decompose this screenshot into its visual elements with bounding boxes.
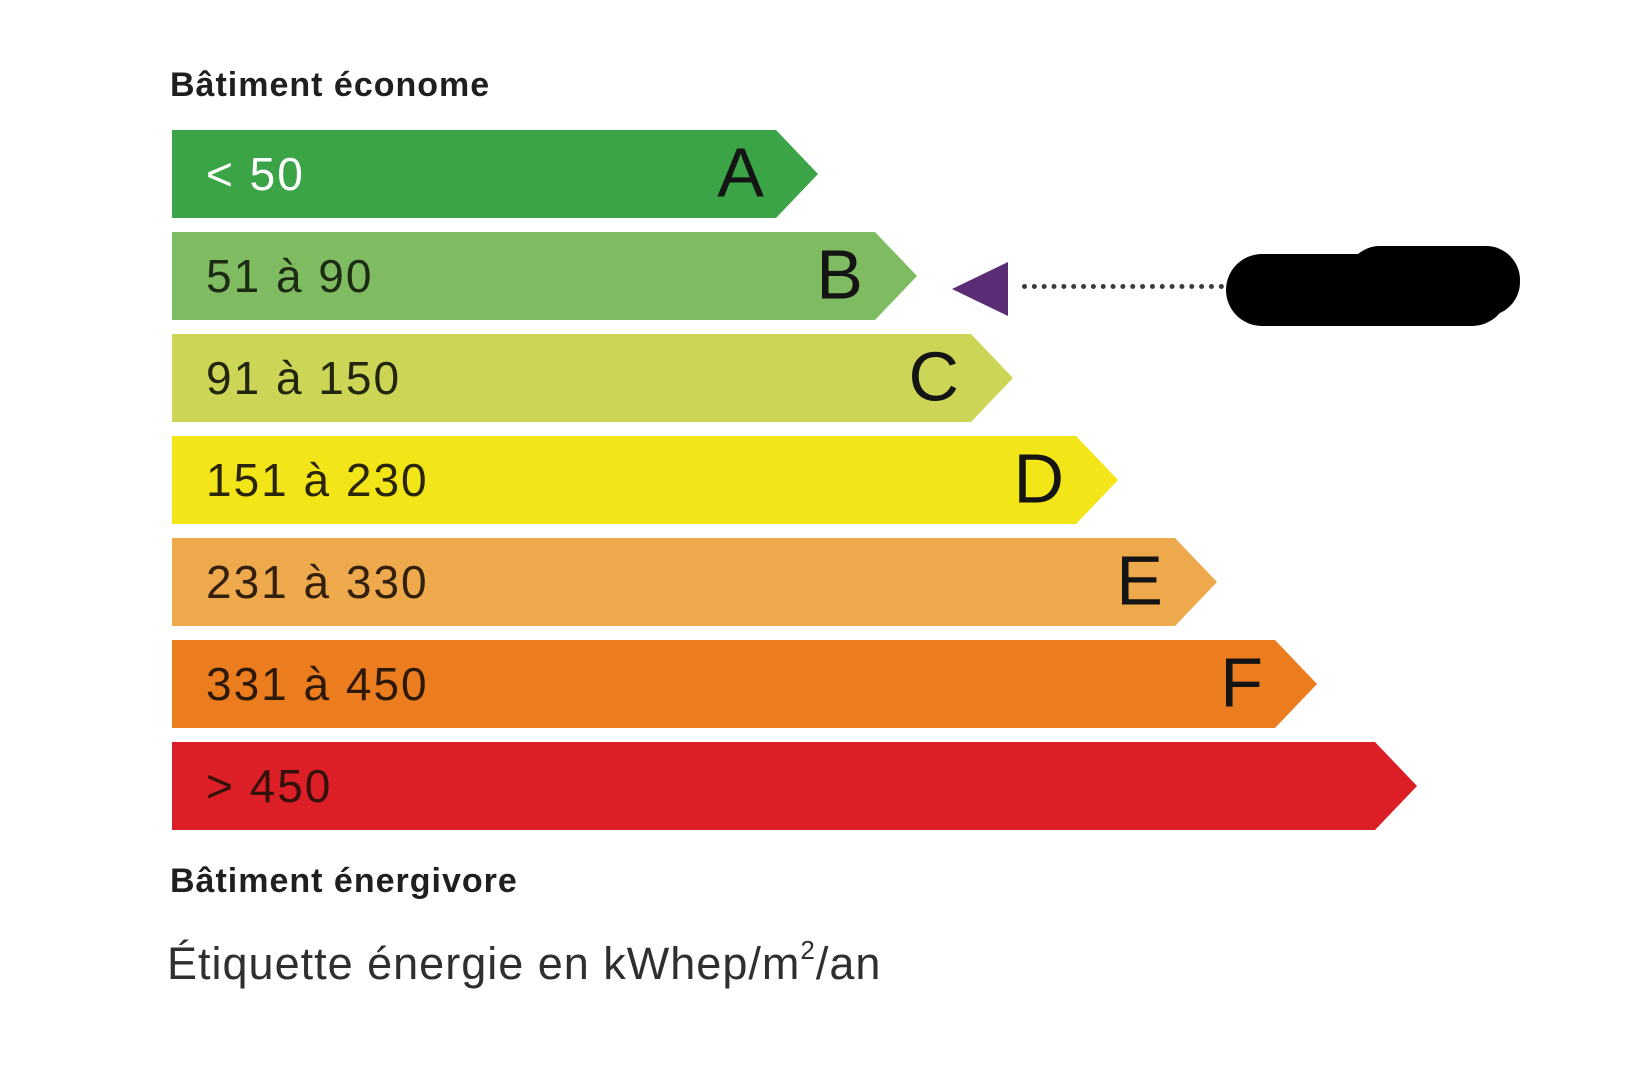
bottom-scale-label: Bâtiment énergivore [170,862,518,900]
energy-bar-f: 331 à 450 F [172,640,1317,728]
energy-bar-g: > 450 [172,742,1417,830]
caption: Étiquette énergie en kWhep/m2/an [167,935,881,990]
energy-bar-row-f: 331 à 450 F [172,640,1317,728]
energy-bar-row-e: 231 à 330 E [172,538,1217,626]
energy-bar-c: 91 à 150 C [172,334,1013,422]
energy-bar-row-b: 51 à 90 B [172,232,917,320]
caption-superscript: 2 [800,935,816,965]
bar-grade-letter: D [1013,439,1064,518]
bar-range-label: 91 à 150 [206,352,402,404]
energy-bar-row-g: > 450 [172,742,1417,830]
bar-grade-letter: E [1116,541,1163,620]
energy-bar-d: 151 à 230 D [172,436,1118,524]
energy-bar-row-d: 151 à 230 D [172,436,1118,524]
caption-prefix: Étiquette énergie en kWhep/m [167,938,801,989]
selected-grade-arrow-icon [952,262,1008,316]
energy-bar-row-a: < 50 A [172,130,818,218]
caption-suffix: /an [815,938,882,989]
top-scale-label: Bâtiment économe [170,66,491,104]
bar-range-label: 331 à 450 [206,658,429,710]
energy-bar-row-c: 91 à 150 C [172,334,1013,422]
bar-range-label: > 450 [206,760,333,812]
bar-grade-letter: B [816,235,863,314]
bar-range-label: 151 à 230 [206,454,429,506]
bar-range-label: 231 à 330 [206,556,429,608]
bar-grade-letter: F [1220,643,1263,722]
bar-range-label: 51 à 90 [206,250,374,302]
bar-grade-letter: C [908,337,959,416]
energy-bar-a: < 50 A [172,130,818,218]
redaction-blob [1226,246,1520,326]
bar-range-label: < 50 [206,148,305,200]
energy-bar-e: 231 à 330 E [172,538,1217,626]
bar-grade-letter: A [717,133,764,212]
energy-bar-b: 51 à 90 B [172,232,917,320]
dotted-connector-line [1022,284,1224,289]
